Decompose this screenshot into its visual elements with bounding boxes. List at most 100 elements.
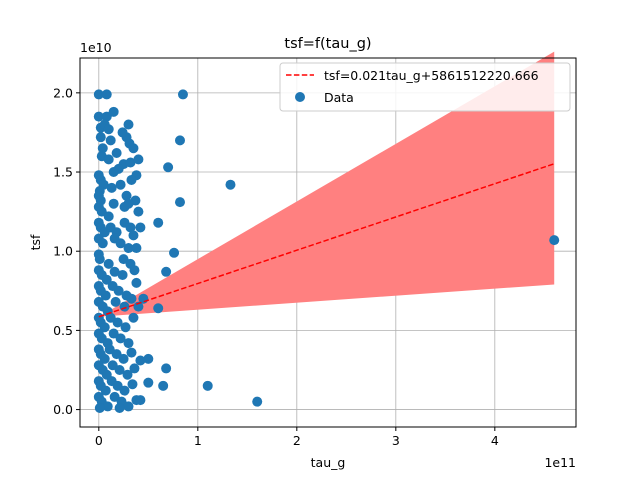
x-axis-multiplier: 1e11 bbox=[544, 455, 576, 470]
x-tick-label: 0 bbox=[95, 433, 103, 448]
data-point bbox=[103, 211, 114, 222]
confidence-band-area bbox=[98, 51, 555, 317]
data-point bbox=[161, 266, 172, 277]
data-point bbox=[225, 179, 236, 190]
data-point bbox=[135, 222, 146, 233]
data-point bbox=[126, 174, 137, 185]
data-point bbox=[99, 322, 110, 333]
legend-data-label: Data bbox=[324, 90, 354, 105]
data-point bbox=[93, 89, 104, 100]
data-point bbox=[174, 197, 185, 208]
data-point bbox=[153, 303, 164, 314]
data-point bbox=[108, 106, 119, 117]
data-point bbox=[131, 277, 142, 288]
data-point bbox=[252, 396, 263, 407]
data-point bbox=[174, 135, 185, 146]
data-point bbox=[122, 369, 133, 380]
data-point bbox=[202, 380, 213, 391]
x-tick-label: 2 bbox=[293, 433, 301, 448]
y-axis-title: tsf bbox=[28, 234, 43, 250]
data-point bbox=[125, 157, 136, 168]
confidence-band bbox=[98, 51, 555, 317]
data-point bbox=[129, 265, 140, 276]
data-point bbox=[129, 363, 140, 374]
legend-fit-label: tsf=0.021tau_g+5861512220.666 bbox=[324, 68, 539, 83]
x-tick-label: 3 bbox=[392, 433, 400, 448]
data-point bbox=[169, 247, 180, 258]
data-point bbox=[135, 395, 146, 406]
data-point bbox=[133, 206, 144, 217]
data-point bbox=[115, 333, 126, 344]
plot-frame bbox=[79, 57, 577, 428]
x-tick-label: 1 bbox=[194, 433, 202, 448]
y-axis-multiplier: 1e10 bbox=[80, 40, 112, 55]
data-point bbox=[95, 132, 106, 143]
data-point bbox=[100, 290, 111, 301]
data-point bbox=[101, 274, 112, 285]
data-point bbox=[100, 385, 111, 396]
data-point bbox=[103, 258, 114, 269]
x-tick-label: 4 bbox=[491, 433, 499, 448]
data-point bbox=[123, 338, 134, 349]
data-point bbox=[111, 148, 122, 159]
data-point bbox=[123, 119, 134, 130]
data-point bbox=[94, 402, 105, 413]
data-point bbox=[549, 235, 560, 246]
data-point bbox=[121, 190, 132, 201]
data-point bbox=[133, 154, 144, 165]
data-point bbox=[114, 364, 125, 375]
data-point bbox=[103, 124, 114, 135]
data-point bbox=[103, 154, 114, 165]
data-point bbox=[110, 296, 121, 307]
data-point bbox=[93, 111, 104, 122]
data-point bbox=[143, 377, 154, 388]
data-point bbox=[108, 198, 119, 209]
data-point bbox=[153, 217, 164, 228]
data-point bbox=[131, 243, 142, 254]
legend-box bbox=[279, 62, 571, 112]
data-point bbox=[128, 230, 139, 241]
data-point bbox=[128, 143, 139, 154]
y-axis-ticks: 0.0 0.5 1.0 1.5 2.0 bbox=[53, 85, 80, 417]
y-tick-label: 0.5 bbox=[53, 323, 73, 338]
legend-data-marker bbox=[295, 92, 305, 102]
data-point bbox=[123, 243, 134, 254]
data-point bbox=[127, 379, 138, 390]
fit-line-group bbox=[98, 163, 555, 318]
data-point bbox=[112, 317, 123, 328]
data-point bbox=[97, 143, 108, 154]
data-point bbox=[119, 385, 130, 396]
data-point bbox=[97, 238, 108, 249]
data-point bbox=[99, 353, 110, 364]
data-point bbox=[135, 355, 146, 366]
data-point bbox=[117, 269, 128, 280]
data-point bbox=[163, 162, 174, 173]
data-point bbox=[123, 198, 134, 209]
data-point bbox=[94, 254, 105, 265]
data-point bbox=[158, 380, 169, 391]
data-point bbox=[102, 401, 113, 412]
data-point bbox=[123, 401, 134, 412]
data-point bbox=[143, 353, 154, 364]
data-point bbox=[105, 135, 116, 146]
data-point bbox=[117, 127, 128, 138]
data-point bbox=[119, 301, 130, 312]
data-point bbox=[106, 182, 117, 193]
data-point bbox=[128, 312, 139, 323]
y-tick-label: 1.0 bbox=[53, 244, 73, 259]
data-point bbox=[126, 347, 137, 358]
data-point bbox=[113, 285, 124, 296]
data-points bbox=[93, 89, 560, 413]
y-tick-label: 1.5 bbox=[53, 165, 73, 180]
data-point bbox=[115, 238, 126, 249]
data-point bbox=[133, 301, 144, 312]
data-point bbox=[126, 293, 137, 304]
x-axis-ticks: 0 1 2 3 4 bbox=[95, 427, 499, 448]
x-axis-title: tau_g bbox=[311, 455, 346, 470]
legend: tsf=0.021tau_g+5861512220.666 Data bbox=[279, 62, 571, 112]
data-point bbox=[109, 266, 120, 277]
data-point bbox=[115, 179, 126, 190]
y-tick-label: 0.0 bbox=[53, 402, 73, 417]
data-point bbox=[101, 89, 112, 100]
